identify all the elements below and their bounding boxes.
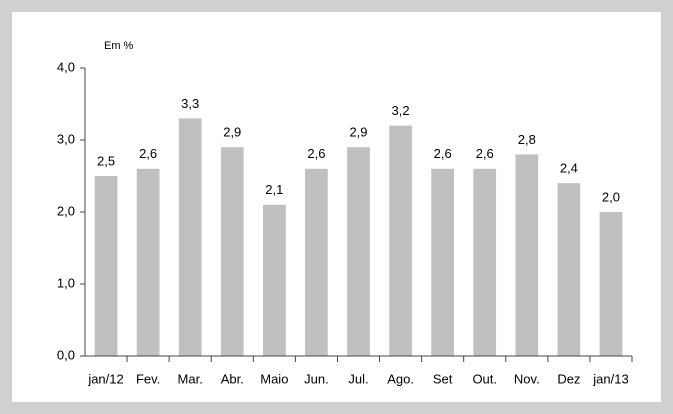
x-tick-label: jan/13 [592,371,628,386]
bar [599,212,623,356]
bar [262,204,286,356]
value-label: 2,9 [223,125,241,140]
value-label: 2,0 [602,189,620,204]
x-tick-label: Abr. [221,371,244,386]
bar [473,168,497,356]
x-tick-label: Dez [557,371,580,386]
value-label: 2,6 [434,146,452,161]
bar [347,147,370,356]
bar [515,154,539,356]
value-label: 2,8 [518,132,536,147]
value-label: 2,9 [349,125,367,140]
x-tick-label: Maio [260,371,288,386]
x-tick-label: Nov. [514,371,540,386]
bar [557,183,581,356]
y-tick-label: 4,0 [57,59,75,74]
bar [220,147,244,356]
x-tick-label: Fev. [136,371,160,386]
x-tick-label: Set [433,371,453,386]
y-axis-title: Em % [104,40,134,52]
x-tick-label: Mar. [178,371,203,386]
panel [12,12,661,402]
x-tick-label: Jul. [348,371,368,386]
bar [431,168,455,356]
x-tick-label: jan/12 [87,371,123,386]
value-label: 2,1 [265,182,283,197]
value-label: 2,4 [560,161,578,176]
y-tick-label: 0,0 [57,347,75,362]
y-tick-label: 1,0 [57,275,75,290]
x-tick-label: Jun. [304,371,329,386]
y-tick-label: 2,0 [57,203,75,218]
value-label: 2,6 [139,146,157,161]
value-label: 3,2 [392,103,410,118]
bar [94,176,118,356]
y-tick-label: 3,0 [57,131,75,146]
x-tick-label: Ago. [387,371,414,386]
bar [305,168,328,356]
bar [389,125,412,356]
bar [136,168,160,356]
bar [178,118,202,357]
value-label: 2,6 [307,146,325,161]
value-label: 2,6 [476,146,494,161]
x-tick-label: Out. [472,371,497,386]
value-label: 3,3 [181,96,199,111]
value-label: 2,5 [97,153,115,168]
